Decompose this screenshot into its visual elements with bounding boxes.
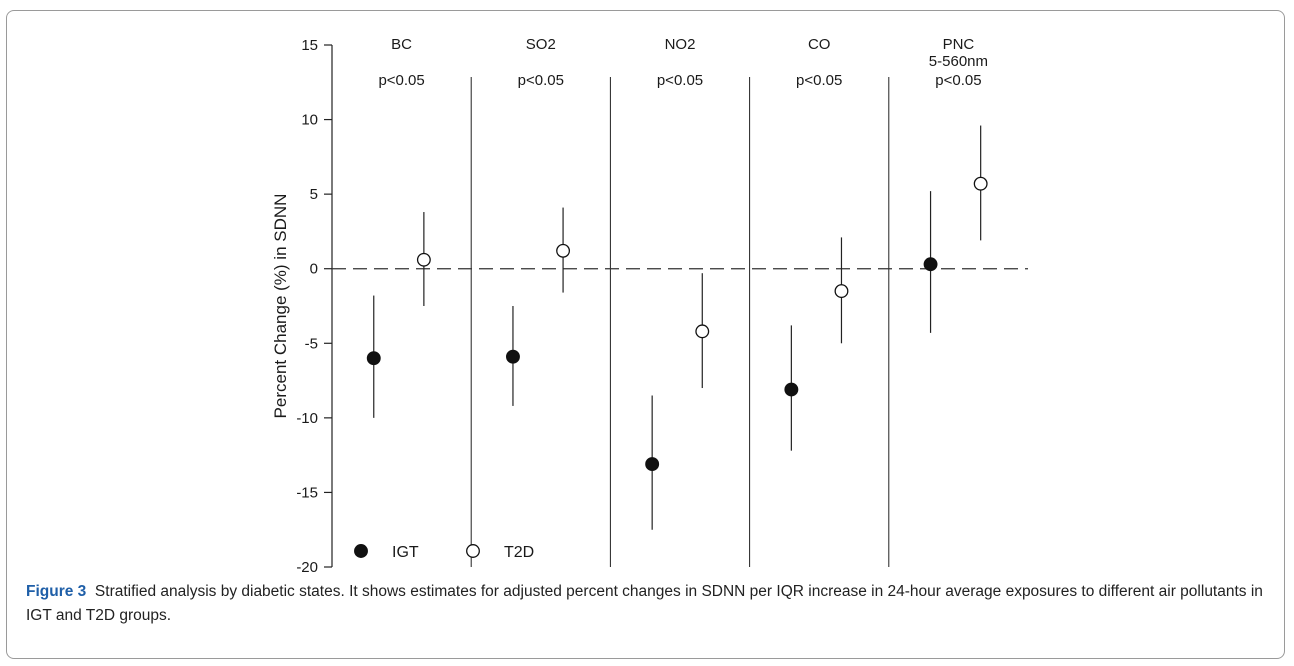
panel-title: 5-560nm — [929, 53, 988, 70]
point-igt — [923, 257, 938, 272]
point-igt — [784, 382, 799, 397]
legend-marker-t2d — [466, 544, 480, 558]
caption-text: Stratified analysis by diabetic states. … — [26, 583, 1263, 624]
panel-title: BC — [391, 36, 412, 53]
panel-title: NO2 — [665, 36, 696, 53]
panel-pvalue: p<0.05 — [657, 72, 703, 89]
panel-title: PNC — [943, 36, 975, 53]
y-tick-label: 10 — [301, 112, 318, 129]
caption-label: Figure 3 — [26, 583, 87, 600]
point-t2d — [973, 176, 988, 191]
legend-marker-igt — [354, 544, 368, 558]
legend-label-t2d: T2D — [504, 544, 534, 561]
panel-pvalue: p<0.05 — [518, 72, 564, 89]
panel-pvalue: p<0.05 — [935, 72, 981, 89]
panel-title: SO2 — [526, 36, 556, 53]
y-tick-label: -5 — [305, 335, 318, 352]
point-t2d — [834, 284, 849, 299]
y-tick-label: -10 — [296, 410, 318, 427]
point-igt — [506, 349, 520, 364]
y-axis-label: Percent Change (%) in SDNN — [271, 194, 290, 419]
y-tick-label: 0 — [310, 261, 318, 278]
point-t2d — [695, 324, 710, 339]
panel-title: CO — [808, 36, 831, 53]
point-igt — [645, 457, 660, 472]
panel-pvalue: p<0.05 — [378, 72, 424, 89]
y-tick-label: 5 — [310, 186, 318, 203]
legend-label-igt: IGT — [392, 544, 419, 561]
point-t2d — [416, 252, 431, 267]
figure-caption: Figure 3 Stratified analysis by diabetic… — [26, 580, 1266, 628]
y-tick-label: 15 — [301, 37, 318, 54]
figure-frame — [6, 10, 1285, 659]
point-igt — [366, 351, 381, 366]
y-tick-label: -15 — [296, 484, 318, 501]
panel-pvalue: p<0.05 — [796, 72, 842, 89]
forest-plot: 15 10 5 0 -5 -10 -15 -20 Percent Change (%) in S… — [271, 36, 1028, 576]
point-t2d — [556, 243, 571, 258]
y-tick-label: -20 — [296, 559, 318, 576]
